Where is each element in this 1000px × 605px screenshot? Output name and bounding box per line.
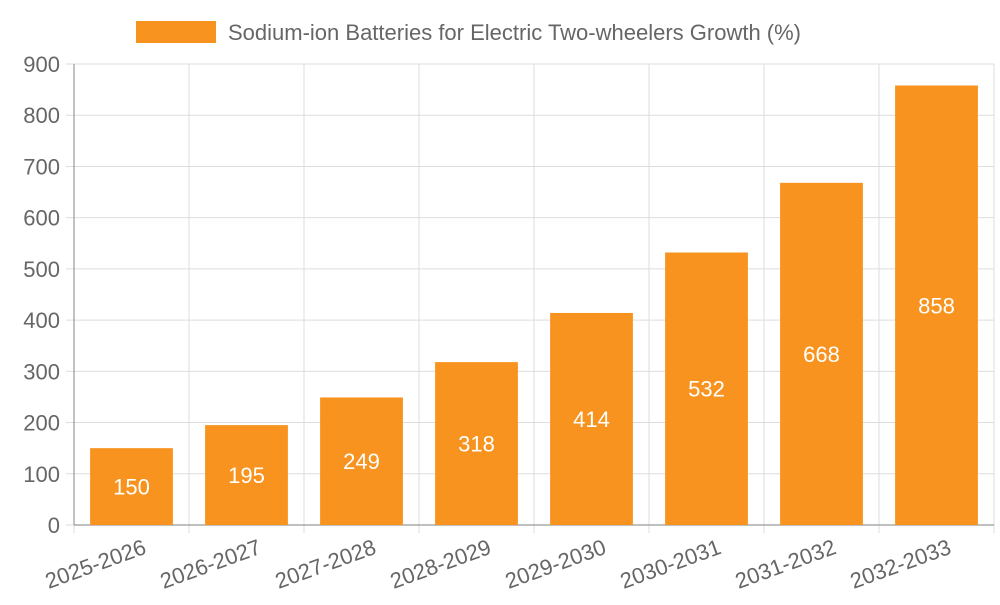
data-label: 414: [573, 407, 610, 432]
x-tick-label: 2029-2030: [502, 534, 609, 593]
bar-2032-2033[interactable]: [895, 85, 978, 525]
bar-layer: [90, 85, 978, 525]
data-label: 195: [228, 463, 265, 488]
legend-swatch[interactable]: [136, 21, 216, 43]
x-tick-label: 2027-2028: [272, 534, 379, 593]
y-tick-label: 400: [23, 308, 60, 333]
y-tick-label: 200: [23, 411, 60, 436]
x-tick-label: 2025-2026: [42, 534, 149, 593]
data-label: 668: [803, 342, 840, 367]
legend[interactable]: Sodium-ion Batteries for Electric Two-wh…: [136, 20, 801, 45]
data-label-layer: 150 195 249 318 414 532 668 858: [113, 293, 955, 499]
bar-2025-2026[interactable]: [90, 448, 173, 525]
x-tick-label: 2031-2032: [732, 534, 839, 593]
bar-2028-2029[interactable]: [435, 362, 518, 525]
bar-2027-2028[interactable]: [320, 397, 403, 525]
y-tick-label: 0: [48, 513, 60, 538]
x-tick-label: 2026-2027: [157, 534, 264, 593]
legend-label[interactable]: Sodium-ion Batteries for Electric Two-wh…: [228, 20, 801, 45]
data-label: 532: [688, 377, 725, 402]
y-tick-label: 800: [23, 103, 60, 128]
bar-2030-2031[interactable]: [665, 252, 748, 525]
y-tick-label: 100: [23, 462, 60, 487]
y-tick-label: 300: [23, 359, 60, 384]
x-tick-label: 2028-2029: [387, 534, 494, 593]
bar-2031-2032[interactable]: [780, 182, 863, 525]
y-tick-label: 600: [23, 206, 60, 231]
data-label: 858: [918, 293, 955, 318]
bar-2026-2027[interactable]: [205, 425, 288, 525]
bar-2029-2030[interactable]: [550, 312, 633, 525]
x-tick-label: 2032-2033: [847, 534, 954, 593]
y-tick-label: 900: [23, 52, 60, 77]
x-tick-label: 2030-2031: [617, 534, 724, 593]
data-label: 318: [458, 432, 495, 457]
data-label: 249: [343, 449, 380, 474]
y-tick-label: 500: [23, 257, 60, 282]
data-label: 150: [113, 475, 150, 500]
y-tick-label: 700: [23, 154, 60, 179]
